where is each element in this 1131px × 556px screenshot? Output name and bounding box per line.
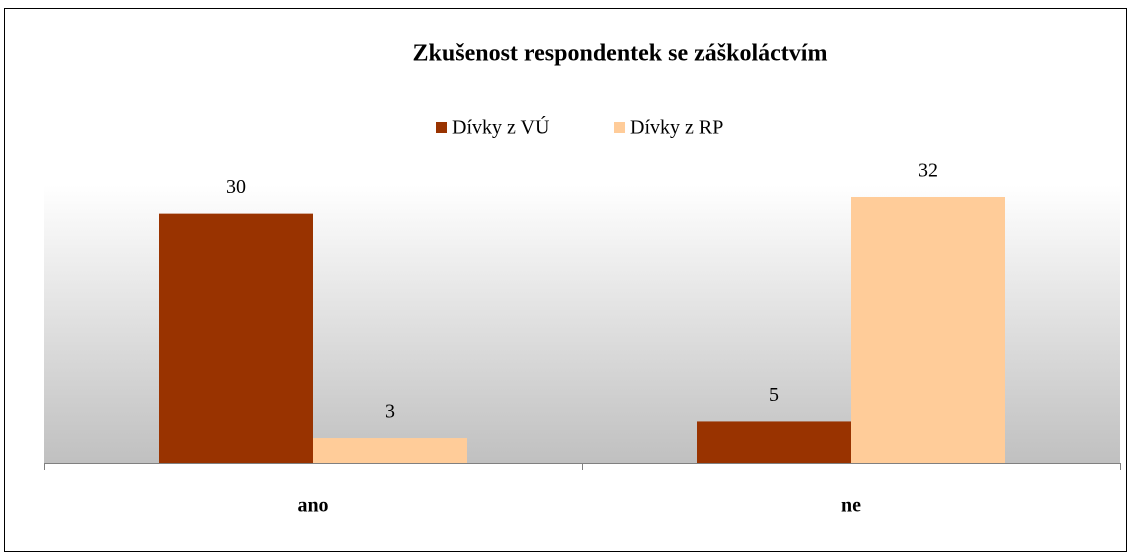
data-label: 32 (918, 160, 938, 182)
bar (697, 421, 851, 463)
legend-swatch (614, 122, 625, 133)
x-tick-label: ne (841, 495, 861, 517)
legend-swatch (436, 122, 447, 133)
data-label: 3 (385, 401, 395, 423)
chart-title: Zkušenost respondentek se záškoláctvím (413, 41, 828, 67)
legend-label: Dívky z RP (630, 117, 723, 139)
bar (313, 438, 467, 463)
data-label: 5 (769, 384, 779, 406)
bar (851, 197, 1005, 463)
x-tick-label: ano (297, 495, 328, 517)
legend-label: Dívky z VÚ (452, 115, 550, 139)
bar (159, 213, 313, 463)
data-label: 30 (226, 176, 246, 198)
